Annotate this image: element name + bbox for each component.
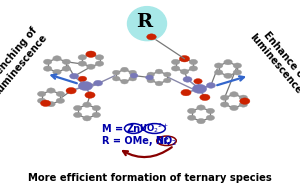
Circle shape — [192, 84, 207, 93]
Circle shape — [130, 73, 138, 78]
Circle shape — [183, 77, 192, 82]
Text: R = OMe, Br,: R = OMe, Br, — [102, 136, 171, 146]
Circle shape — [188, 115, 196, 120]
Circle shape — [38, 91, 46, 97]
Circle shape — [206, 83, 215, 88]
Text: More efficient formation of ternary species: More efficient formation of ternary spec… — [28, 173, 272, 183]
Circle shape — [206, 108, 214, 114]
Text: UO$_2$$^{2+}$: UO$_2$$^{2+}$ — [140, 122, 169, 136]
Circle shape — [83, 102, 91, 107]
Circle shape — [239, 95, 248, 100]
Circle shape — [147, 34, 156, 40]
Text: Zn: Zn — [126, 124, 141, 133]
Circle shape — [62, 66, 70, 71]
Circle shape — [112, 70, 120, 75]
Circle shape — [47, 101, 55, 107]
Circle shape — [214, 70, 223, 75]
Circle shape — [155, 69, 163, 74]
Circle shape — [230, 105, 238, 111]
Circle shape — [181, 89, 191, 96]
Circle shape — [147, 72, 154, 77]
Circle shape — [53, 69, 61, 75]
Circle shape — [74, 105, 82, 111]
Circle shape — [164, 78, 171, 83]
Circle shape — [171, 59, 180, 65]
Circle shape — [197, 119, 205, 124]
Circle shape — [239, 102, 248, 107]
Circle shape — [62, 59, 70, 64]
Circle shape — [155, 81, 163, 86]
Circle shape — [220, 95, 229, 100]
Circle shape — [86, 51, 96, 57]
Circle shape — [87, 52, 95, 57]
Circle shape — [95, 55, 104, 60]
Circle shape — [146, 75, 153, 80]
Circle shape — [164, 72, 171, 77]
Circle shape — [92, 105, 100, 111]
Text: R: R — [136, 13, 153, 31]
Circle shape — [129, 76, 136, 81]
Circle shape — [44, 66, 52, 71]
Circle shape — [47, 88, 55, 93]
Circle shape — [85, 92, 95, 98]
Ellipse shape — [128, 7, 167, 41]
Circle shape — [74, 112, 82, 118]
Circle shape — [78, 76, 87, 81]
Text: Quenching of
luminescence: Quenching of luminescence — [0, 25, 49, 96]
Circle shape — [78, 55, 86, 60]
Circle shape — [194, 79, 202, 84]
Circle shape — [147, 78, 154, 83]
Circle shape — [180, 69, 189, 74]
Circle shape — [112, 76, 120, 81]
Circle shape — [179, 56, 190, 62]
Circle shape — [95, 61, 104, 66]
Circle shape — [214, 63, 223, 68]
Text: Enhance of
luminescence: Enhance of luminescence — [248, 25, 300, 96]
Circle shape — [171, 66, 180, 71]
Circle shape — [56, 98, 64, 103]
Circle shape — [230, 92, 238, 97]
Circle shape — [197, 105, 205, 110]
Circle shape — [78, 81, 93, 91]
Circle shape — [233, 70, 242, 75]
Circle shape — [66, 88, 76, 94]
Circle shape — [78, 61, 86, 66]
Circle shape — [40, 100, 51, 106]
Text: M =: M = — [102, 124, 123, 133]
Circle shape — [200, 94, 210, 101]
Circle shape — [224, 60, 232, 65]
Circle shape — [92, 112, 100, 118]
Circle shape — [206, 115, 214, 120]
Circle shape — [189, 59, 198, 65]
Circle shape — [56, 91, 64, 97]
Circle shape — [53, 56, 61, 61]
Circle shape — [220, 102, 229, 107]
Circle shape — [121, 79, 128, 84]
Circle shape — [233, 63, 242, 68]
Circle shape — [44, 59, 52, 64]
Circle shape — [38, 98, 46, 103]
Circle shape — [189, 66, 198, 71]
Circle shape — [87, 64, 95, 69]
Circle shape — [70, 73, 79, 79]
Circle shape — [224, 73, 232, 78]
Circle shape — [180, 56, 189, 61]
Circle shape — [83, 116, 91, 121]
Circle shape — [240, 98, 250, 104]
Circle shape — [121, 67, 128, 72]
Circle shape — [129, 70, 136, 75]
Circle shape — [94, 80, 103, 86]
Circle shape — [188, 108, 196, 114]
Text: NO$_2$: NO$_2$ — [155, 134, 178, 148]
